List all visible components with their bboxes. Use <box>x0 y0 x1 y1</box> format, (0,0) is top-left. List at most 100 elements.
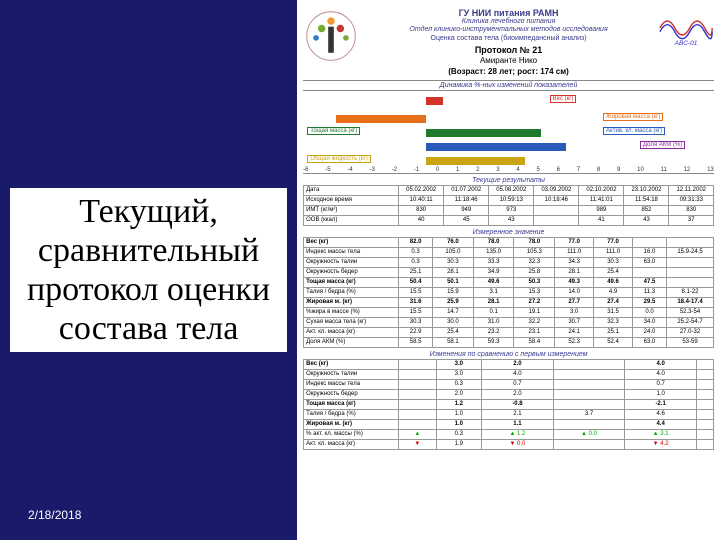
method-name: Оценка состава тела (биоимпедансный анал… <box>365 35 652 42</box>
table-cell-norm: 8.1-22 <box>667 288 714 298</box>
table-cell <box>696 430 713 440</box>
table-cell: 3.1 <box>473 288 514 298</box>
table-cell: 33.3 <box>473 258 514 268</box>
row-label: Жировая м. (кг) <box>304 420 399 430</box>
row-label: Окружность бедер <box>304 390 399 400</box>
table-cell: 11:41:01 <box>579 196 624 206</box>
row-label: Окружность талии <box>304 258 399 268</box>
table-cell: 10:18:46 <box>534 196 579 206</box>
slide: Текущий, сравнительный протокол оценки с… <box>0 0 720 540</box>
chart-bar <box>426 157 525 165</box>
table-cell: 27.4 <box>594 298 633 308</box>
table-cell <box>696 420 713 430</box>
table-cell: 105.0 <box>433 248 474 258</box>
table-cell: 989 <box>579 206 624 216</box>
row-label: ООВ (ккал) <box>304 216 399 226</box>
table-cell: 30.3 <box>594 258 633 268</box>
table-row: Индекс массы тела0.3105.0135.0105.3111.0… <box>304 248 714 258</box>
table-cell: 10:40:11 <box>399 196 444 206</box>
table-cell: 830 <box>399 206 444 216</box>
table-row: Тощая масса (кг)50.450.149.650.349.349.6… <box>304 278 714 288</box>
table-cell: 31.0 <box>473 318 514 328</box>
table-cell <box>399 370 436 380</box>
table-row: Акт. кл. масса (кг)▼1.9▼ 0.0▼ 4.2 <box>304 440 714 450</box>
table-cell <box>399 410 436 420</box>
row-label: Тощая масса (кг) <box>304 278 399 288</box>
table-cell <box>553 390 625 400</box>
chart-series-label: Тощая масса (кг) <box>307 127 360 135</box>
row-label: Вес (кг) <box>304 238 399 248</box>
row-label: Жировая м. (кг) <box>304 298 399 308</box>
table-cell: 15.3 <box>514 288 555 298</box>
table-cell-norm: 27.0-32 <box>667 328 714 338</box>
table-cell: 34.3 <box>555 258 594 268</box>
table-cell: 05.02.2002 <box>399 186 444 196</box>
table-cell: 76.0 <box>433 238 474 248</box>
table-row: Сухая масса тела (кг)30.330.031.032.230.… <box>304 318 714 328</box>
table-cell: 43 <box>624 216 669 226</box>
table-cell: 82.0 <box>399 238 433 248</box>
dept-name: Отдел клинико-инструментальных методов и… <box>365 26 652 33</box>
measured-table: Вес (кг)82.076.078.078.077.077.0Индекс м… <box>303 237 714 348</box>
row-label: Сухая масса тела (кг) <box>304 318 399 328</box>
table-cell: 25.1 <box>399 268 433 278</box>
table-cell: 41 <box>579 216 624 226</box>
table-cell <box>696 360 713 370</box>
table-cell: 30.3 <box>433 258 474 268</box>
table-cell: 11:54:18 <box>624 196 669 206</box>
table-cell: 32.2 <box>514 318 555 328</box>
table-cell: 14.7 <box>433 308 474 318</box>
table-cell: 0.3 <box>399 258 433 268</box>
delta-table: Вес (кг)3.02.04.0Окружность талии3.04.04… <box>303 359 714 450</box>
table-cell <box>553 400 625 410</box>
row-label: Акт. кл. масса (кг) <box>304 328 399 338</box>
chart-series-label: Общая жидкость (кг) <box>307 155 371 163</box>
table-cell: 28.1 <box>433 268 474 278</box>
protocol-document: ГУ НИИ питания РАМН Клиника лечебного пи… <box>297 0 720 540</box>
table-row: Вес (кг)82.076.078.078.077.077.0 <box>304 238 714 248</box>
row-label: ИМТ (кг/м²) <box>304 206 399 216</box>
table-cell: 19.1 <box>514 308 555 318</box>
table-row: Талия / бедра (%)15.515.93.115.314.04.91… <box>304 288 714 298</box>
chart-bar <box>426 129 541 137</box>
table-cell: 4.0 <box>482 370 554 380</box>
table-cell <box>633 268 667 278</box>
table-cell: 31.5 <box>594 308 633 318</box>
institute-logo-icon <box>303 8 359 64</box>
row-label: Талия / бедра (%) <box>304 410 399 420</box>
table-cell: 78.0 <box>514 238 555 248</box>
table-cell: ▼ 0.0 <box>482 440 554 450</box>
table-cell: 37 <box>669 216 714 226</box>
table-cell-norm: 25.2-54.7 <box>667 318 714 328</box>
table-cell: 15.5 <box>399 308 433 318</box>
table-cell: 63.0 <box>633 258 667 268</box>
table-cell: 47.5 <box>633 278 667 288</box>
table-cell: 830 <box>669 206 714 216</box>
chart-series-label: Доля АКМ (%) <box>640 141 685 149</box>
table-cell: 1.1 <box>482 420 554 430</box>
table-cell <box>534 216 579 226</box>
table-cell: 15.5 <box>399 288 433 298</box>
table-cell: ▼ 4.2 <box>625 440 697 450</box>
table-cell: 0.7 <box>625 380 697 390</box>
table-cell <box>696 370 713 380</box>
slide-title: Текущий, сравнительный протокол оценки с… <box>10 188 287 352</box>
table-row: % акт. кл. массы (%)▲0.3▲ 1.2▲ 0.0▲ 3.1 <box>304 430 714 440</box>
slide-date: 2/18/2018 <box>28 508 81 522</box>
table-cell: 45 <box>444 216 489 226</box>
row-label: Акт. кл. масса (кг) <box>304 440 399 450</box>
table-row: Вес (кг)3.02.04.0 <box>304 360 714 370</box>
table-cell: 4.6 <box>625 410 697 420</box>
table-cell: 135.0 <box>473 248 514 258</box>
row-label: Дата <box>304 186 399 196</box>
chart-bar <box>336 115 426 123</box>
table-cell: 31.6 <box>399 298 433 308</box>
table-cell-norm: 18.4-17.4 <box>667 298 714 308</box>
chart-series-label: Актив. кл. масса (кг) <box>603 127 665 135</box>
table-cell: 11.3 <box>633 288 667 298</box>
table-cell: 49.6 <box>594 278 633 288</box>
table-cell <box>399 360 436 370</box>
row-label: Доля АКМ (%) <box>304 338 399 348</box>
table-cell: 12.11.2002 <box>669 186 714 196</box>
table-row: %жира в массе (%)15.514.70.119.13.031.50… <box>304 308 714 318</box>
